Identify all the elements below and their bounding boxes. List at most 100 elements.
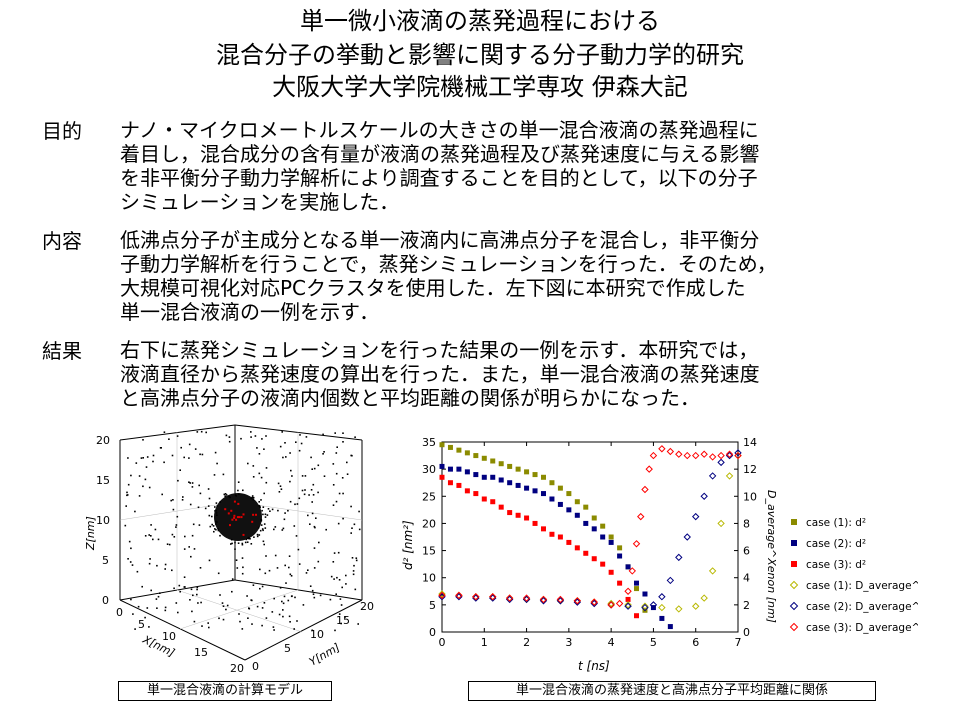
vapor-molecule-dot	[241, 628, 244, 630]
y-tick-label: 5	[429, 599, 436, 612]
vapor-molecule-dot	[241, 572, 244, 575]
vapor-molecule-dot	[340, 604, 343, 606]
y-tick-label: 15	[336, 614, 350, 627]
legend-marker	[789, 622, 799, 632]
vapor-molecule-dot	[130, 547, 132, 550]
droplet-edge-dot	[247, 537, 249, 540]
vapor-molecule-dot	[256, 447, 258, 449]
vapor-molecule-dot	[238, 613, 240, 615]
vapor-molecule-dot	[284, 512, 286, 514]
vapor-molecule-dot	[307, 569, 309, 571]
vapor-molecule-dot	[196, 588, 198, 591]
vapor-molecule-dot	[312, 494, 315, 496]
data-point	[615, 599, 624, 608]
vapor-molecule-dot	[296, 620, 298, 622]
vapor-molecule-dot	[342, 441, 344, 443]
vapor-molecule-dot	[260, 476, 263, 479]
vapor-molecule-dot	[284, 442, 286, 444]
data-point	[641, 485, 649, 494]
vapor-molecule-dot	[288, 615, 291, 618]
data-point	[549, 496, 555, 502]
vapor-molecule-dot	[293, 525, 296, 527]
vapor-molecule-dot	[164, 606, 167, 609]
title-line-3-author: 大阪大学大学院機械工学専攻 伊森大記	[272, 73, 688, 101]
z-tick-label: 5	[102, 554, 109, 567]
droplet-edge-dot	[215, 502, 218, 504]
section-label-purpose: 目的	[42, 119, 82, 143]
vapor-molecule-dot	[352, 570, 355, 572]
vapor-molecule-dot	[332, 561, 335, 563]
data-point	[624, 602, 632, 610]
droplet-edge-dot	[211, 515, 213, 518]
section-label-results: 結果	[42, 339, 82, 363]
vapor-molecule-dot	[329, 598, 332, 601]
data-point	[532, 488, 538, 494]
vapor-molecule-dot	[298, 563, 301, 565]
data-point	[481, 496, 487, 502]
vapor-molecule-dot	[128, 540, 131, 543]
vapor-molecule-dot	[259, 587, 261, 590]
data-point	[734, 451, 742, 460]
droplet-edge-dot	[215, 523, 217, 525]
vapor-molecule-dot	[225, 434, 228, 437]
vapor-molecule-dot	[191, 610, 193, 613]
vapor-molecule-dot	[209, 525, 212, 528]
series-3	[439, 474, 640, 619]
droplet-edge-dot	[216, 505, 218, 507]
data-point	[658, 603, 666, 612]
vapor-molecule-dot	[208, 514, 211, 517]
vapor-molecule-dot	[325, 528, 327, 531]
high-boiling-molecule	[242, 513, 245, 516]
droplet-edge-dot	[214, 528, 216, 530]
vapor-molecule-dot	[152, 454, 155, 457]
vapor-molecule-dot	[289, 573, 292, 576]
vapor-molecule-dot	[130, 598, 132, 601]
droplet-edge-dot	[246, 541, 249, 543]
data-point	[473, 453, 479, 459]
vapor-molecule-dot	[138, 475, 141, 477]
data-point	[472, 593, 480, 601]
vapor-molecule-dot	[252, 476, 255, 478]
vapor-molecule-dot	[248, 607, 251, 610]
vapor-molecule-dot	[350, 454, 352, 457]
droplet-edge-dot	[258, 501, 260, 503]
vapor-molecule-dot	[164, 563, 167, 566]
vapor-molecule-dot	[231, 590, 233, 593]
vapor-molecule-dot	[287, 509, 289, 512]
droplet-edge-dot	[262, 529, 264, 532]
data-point	[557, 534, 563, 540]
vapor-molecule-dot	[214, 451, 217, 454]
droplet-edge-dot	[250, 497, 253, 500]
vapor-molecule-dot	[146, 607, 149, 609]
vapor-molecule-dot	[322, 453, 324, 455]
vapor-molecule-dot	[273, 597, 275, 600]
vapor-molecule-dot	[159, 592, 161, 594]
data-point	[624, 601, 632, 609]
vapor-molecule-dot	[155, 598, 158, 600]
data-point	[591, 515, 597, 521]
droplet-edge-dot	[261, 509, 263, 512]
vapor-molecule-dot	[283, 518, 286, 521]
vapor-molecule-dot	[262, 540, 265, 543]
vapor-molecule-dot	[260, 499, 262, 501]
high-boiling-molecule	[231, 518, 234, 521]
vapor-molecule-dot	[190, 588, 193, 591]
data-point	[634, 613, 640, 619]
z-tick-label: 10	[96, 514, 110, 527]
vapor-molecule-dot	[288, 566, 290, 569]
vapor-molecule-dot	[289, 500, 292, 503]
vapor-molecule-dot	[221, 602, 224, 604]
vapor-molecule-dot	[194, 448, 197, 450]
vapor-molecule-dot	[323, 475, 326, 477]
droplet-edge-dot	[261, 528, 264, 530]
vapor-molecule-dot	[144, 616, 146, 619]
droplet-edge-dot	[237, 542, 240, 544]
vapor-molecule-dot	[191, 534, 194, 537]
vapor-molecule-dot	[279, 445, 282, 448]
x-tick-label: 4	[608, 636, 615, 649]
droplet-edge-dot	[224, 495, 226, 497]
legend-label: case (2): D_average^Xenon	[806, 601, 918, 613]
vapor-molecule-dot	[288, 555, 291, 557]
high-boiling-molecule	[252, 513, 255, 516]
droplet-edge-dot	[245, 538, 248, 541]
